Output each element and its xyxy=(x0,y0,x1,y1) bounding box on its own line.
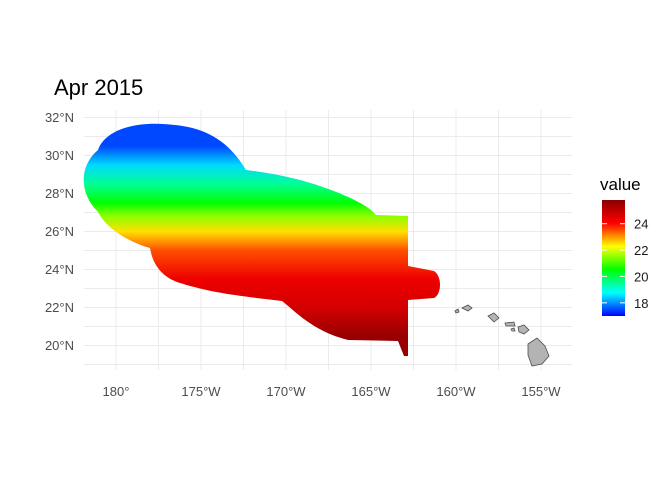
x-tick-label: 155°W xyxy=(521,384,561,399)
x-tick-label: 160°W xyxy=(436,384,476,399)
island-maui xyxy=(517,324,530,335)
x-axis-ticks: 180° 175°W 170°W 165°W 160°W 155°W xyxy=(103,384,562,399)
legend: value 18 20 22 24 xyxy=(600,175,648,316)
island-oahu xyxy=(487,312,500,323)
y-tick-label: 24°N xyxy=(45,262,74,277)
x-tick-label: 180° xyxy=(103,384,130,399)
legend-tick-label: 20 xyxy=(634,269,648,284)
y-tick-label: 22°N xyxy=(45,300,74,315)
legend-tick-label: 22 xyxy=(634,243,648,258)
island-molokai xyxy=(504,321,516,327)
x-tick-label: 170°W xyxy=(266,384,306,399)
legend-colorbar xyxy=(602,200,625,316)
island-lanai xyxy=(510,327,516,332)
y-axis-ticks: 32°N 30°N 28°N 26°N 24°N 22°N 20°N xyxy=(45,110,74,353)
legend-ticks: 18 20 22 24 xyxy=(602,217,648,311)
island-niihau xyxy=(454,308,460,314)
plot-title: Apr 2015 xyxy=(54,75,143,100)
island-kauai xyxy=(461,304,473,312)
sst-field xyxy=(83,123,440,356)
y-tick-label: 26°N xyxy=(45,224,74,239)
island-hawaii xyxy=(527,337,550,367)
legend-title: value xyxy=(600,175,641,194)
y-tick-label: 32°N xyxy=(45,110,74,125)
y-tick-label: 28°N xyxy=(45,186,74,201)
y-tick-label: 30°N xyxy=(45,148,74,163)
x-tick-label: 165°W xyxy=(351,384,391,399)
legend-tick-label: 24 xyxy=(634,217,648,232)
hawaiian-islands xyxy=(454,304,550,367)
sst-field-fill xyxy=(83,123,440,356)
y-tick-label: 20°N xyxy=(45,338,74,353)
legend-tick-label: 18 xyxy=(634,296,648,311)
x-tick-label: 175°W xyxy=(181,384,221,399)
